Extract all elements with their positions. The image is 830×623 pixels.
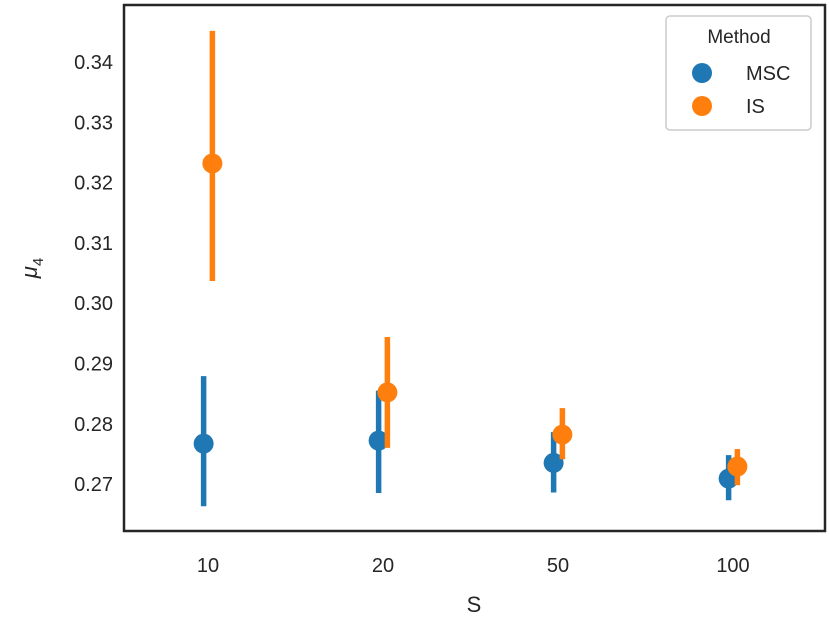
x-tick-label: 20 [372, 555, 394, 577]
x-tick-label: 10 [197, 555, 219, 577]
y-tick-label: 0.27 [74, 474, 113, 496]
legend-label-msc: MSC [746, 63, 790, 85]
y-tick-label: 0.33 [74, 112, 113, 134]
y-tick-label: 0.31 [74, 233, 113, 255]
y-tick-label: 0.30 [74, 293, 113, 315]
legend-marker-is [692, 96, 712, 116]
x-axis: 10 20 50 100 [197, 555, 750, 577]
legend: Method MSC IS [665, 15, 812, 131]
y-tick-label: 0.32 [74, 173, 113, 195]
legend-label-is: IS [746, 96, 765, 118]
x-tick-label: 50 [547, 555, 569, 577]
plot-frame [122, 3, 827, 533]
y-tick-label: 0.34 [74, 52, 113, 74]
legend-marker-msc [692, 63, 712, 83]
point-msc [543, 452, 564, 473]
y-tick-label: 0.28 [74, 414, 113, 436]
legend-title: Method [707, 27, 770, 48]
y-axis-label-main: μ [17, 266, 42, 279]
x-tick-label: 100 [716, 555, 749, 577]
point-msc [368, 430, 389, 451]
y-tick-label: 0.29 [74, 353, 113, 375]
point-is [202, 153, 223, 174]
data-marks [193, 30, 748, 507]
point-is [552, 424, 573, 445]
x-axis-label: S [467, 592, 482, 617]
y-axis-label-subscript: 4 [30, 258, 47, 266]
point-is [377, 382, 398, 403]
y-axis-label: μ4 [17, 258, 47, 279]
point-is [727, 456, 748, 477]
y-axis: 0.27 0.28 0.29 0.30 0.31 0.32 0.33 0.34 [74, 52, 113, 496]
point-msc [193, 433, 214, 454]
